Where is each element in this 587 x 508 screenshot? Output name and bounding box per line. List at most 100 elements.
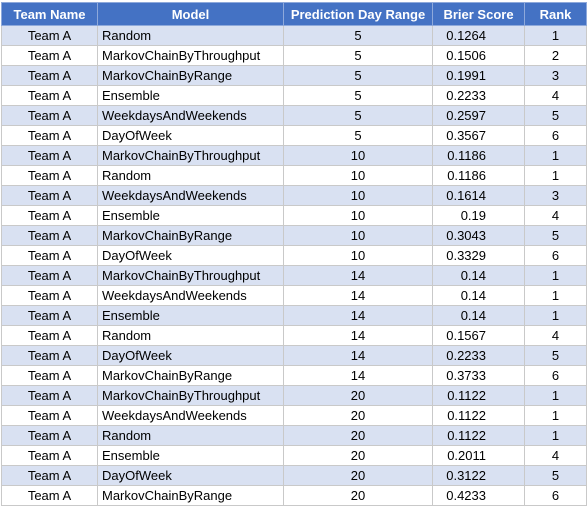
- cell-rank[interactable]: 1: [524, 285, 587, 306]
- cell-model[interactable]: Random: [97, 165, 284, 186]
- cell-rank[interactable]: 6: [524, 245, 587, 266]
- cell-prediction-day-range[interactable]: 14: [283, 325, 433, 346]
- cell-rank[interactable]: 2: [524, 45, 587, 66]
- cell-model[interactable]: Random: [97, 25, 284, 46]
- cell-brier-score[interactable]: 0.3122: [432, 465, 525, 486]
- cell-team-name[interactable]: Team A: [1, 225, 98, 246]
- cell-model[interactable]: Ensemble: [97, 445, 284, 466]
- cell-rank[interactable]: 5: [524, 345, 587, 366]
- cell-team-name[interactable]: Team A: [1, 425, 98, 446]
- cell-brier-score[interactable]: 0.2011: [432, 445, 525, 466]
- cell-rank[interactable]: 1: [524, 305, 587, 326]
- cell-rank[interactable]: 1: [524, 405, 587, 426]
- cell-brier-score[interactable]: 0.1122: [432, 425, 525, 446]
- cell-brier-score[interactable]: 0.14: [432, 305, 525, 326]
- cell-model[interactable]: DayOfWeek: [97, 345, 284, 366]
- cell-brier-score[interactable]: 0.14: [432, 285, 525, 306]
- cell-prediction-day-range[interactable]: 20: [283, 405, 433, 426]
- cell-prediction-day-range[interactable]: 20: [283, 425, 433, 446]
- cell-model[interactable]: Ensemble: [97, 205, 284, 226]
- cell-rank[interactable]: 3: [524, 65, 587, 86]
- cell-model[interactable]: Random: [97, 425, 284, 446]
- cell-team-name[interactable]: Team A: [1, 385, 98, 406]
- cell-brier-score[interactable]: 0.14: [432, 265, 525, 286]
- cell-team-name[interactable]: Team A: [1, 165, 98, 186]
- cell-prediction-day-range[interactable]: 20: [283, 485, 433, 506]
- cell-rank[interactable]: 6: [524, 485, 587, 506]
- header-brier-score[interactable]: Brier Score: [432, 2, 525, 26]
- cell-model[interactable]: MarkovChainByRange: [97, 225, 284, 246]
- cell-rank[interactable]: 1: [524, 25, 587, 46]
- cell-rank[interactable]: 1: [524, 425, 587, 446]
- cell-team-name[interactable]: Team A: [1, 405, 98, 426]
- cell-rank[interactable]: 4: [524, 325, 587, 346]
- cell-brier-score[interactable]: 0.3329: [432, 245, 525, 266]
- cell-team-name[interactable]: Team A: [1, 185, 98, 206]
- cell-brier-score[interactable]: 0.2597: [432, 105, 525, 126]
- cell-prediction-day-range[interactable]: 10: [283, 185, 433, 206]
- cell-model[interactable]: MarkovChainByThroughput: [97, 265, 284, 286]
- cell-rank[interactable]: 4: [524, 445, 587, 466]
- cell-model[interactable]: MarkovChainByThroughput: [97, 145, 284, 166]
- cell-model[interactable]: MarkovChainByRange: [97, 485, 284, 506]
- cell-prediction-day-range[interactable]: 5: [283, 65, 433, 86]
- cell-rank[interactable]: 6: [524, 365, 587, 386]
- cell-model[interactable]: MarkovChainByRange: [97, 65, 284, 86]
- cell-rank[interactable]: 5: [524, 465, 587, 486]
- cell-prediction-day-range[interactable]: 5: [283, 105, 433, 126]
- cell-brier-score[interactable]: 0.3733: [432, 365, 525, 386]
- cell-rank[interactable]: 3: [524, 185, 587, 206]
- cell-model[interactable]: WeekdaysAndWeekends: [97, 405, 284, 426]
- cell-brier-score[interactable]: 0.1122: [432, 385, 525, 406]
- cell-team-name[interactable]: Team A: [1, 485, 98, 506]
- cell-rank[interactable]: 4: [524, 85, 587, 106]
- cell-team-name[interactable]: Team A: [1, 325, 98, 346]
- cell-prediction-day-range[interactable]: 10: [283, 205, 433, 226]
- cell-rank[interactable]: 1: [524, 385, 587, 406]
- cell-model[interactable]: MarkovChainByRange: [97, 365, 284, 386]
- header-prediction-day-range[interactable]: Prediction Day Range: [283, 2, 433, 26]
- cell-prediction-day-range[interactable]: 14: [283, 345, 433, 366]
- cell-prediction-day-range[interactable]: 14: [283, 365, 433, 386]
- cell-team-name[interactable]: Team A: [1, 345, 98, 366]
- header-team-name[interactable]: Team Name: [1, 2, 98, 26]
- cell-rank[interactable]: 1: [524, 165, 587, 186]
- cell-brier-score[interactable]: 0.19: [432, 205, 525, 226]
- cell-model[interactable]: MarkovChainByThroughput: [97, 385, 284, 406]
- cell-team-name[interactable]: Team A: [1, 365, 98, 386]
- cell-team-name[interactable]: Team A: [1, 105, 98, 126]
- cell-prediction-day-range[interactable]: 10: [283, 165, 433, 186]
- header-rank[interactable]: Rank: [524, 2, 587, 26]
- cell-team-name[interactable]: Team A: [1, 85, 98, 106]
- cell-rank[interactable]: 5: [524, 105, 587, 126]
- cell-brier-score[interactable]: 0.1264: [432, 25, 525, 46]
- cell-model[interactable]: WeekdaysAndWeekends: [97, 285, 284, 306]
- cell-brier-score[interactable]: 0.3043: [432, 225, 525, 246]
- cell-team-name[interactable]: Team A: [1, 45, 98, 66]
- cell-rank[interactable]: 5: [524, 225, 587, 246]
- header-model[interactable]: Model: [97, 2, 284, 26]
- cell-rank[interactable]: 6: [524, 125, 587, 146]
- cell-rank[interactable]: 1: [524, 145, 587, 166]
- cell-team-name[interactable]: Team A: [1, 285, 98, 306]
- cell-rank[interactable]: 1: [524, 265, 587, 286]
- cell-brier-score[interactable]: 0.1122: [432, 405, 525, 426]
- cell-prediction-day-range[interactable]: 5: [283, 125, 433, 146]
- cell-model[interactable]: WeekdaysAndWeekends: [97, 185, 284, 206]
- cell-team-name[interactable]: Team A: [1, 205, 98, 226]
- cell-prediction-day-range[interactable]: 10: [283, 225, 433, 246]
- cell-brier-score[interactable]: 0.1567: [432, 325, 525, 346]
- cell-brier-score[interactable]: 0.2233: [432, 345, 525, 366]
- cell-brier-score[interactable]: 0.4233: [432, 485, 525, 506]
- cell-prediction-day-range[interactable]: 10: [283, 245, 433, 266]
- cell-team-name[interactable]: Team A: [1, 305, 98, 326]
- cell-team-name[interactable]: Team A: [1, 245, 98, 266]
- cell-team-name[interactable]: Team A: [1, 65, 98, 86]
- cell-model[interactable]: MarkovChainByThroughput: [97, 45, 284, 66]
- cell-brier-score[interactable]: 0.1991: [432, 65, 525, 86]
- cell-model[interactable]: DayOfWeek: [97, 125, 284, 146]
- cell-prediction-day-range[interactable]: 5: [283, 45, 433, 66]
- cell-model[interactable]: Ensemble: [97, 305, 284, 326]
- cell-team-name[interactable]: Team A: [1, 25, 98, 46]
- cell-team-name[interactable]: Team A: [1, 445, 98, 466]
